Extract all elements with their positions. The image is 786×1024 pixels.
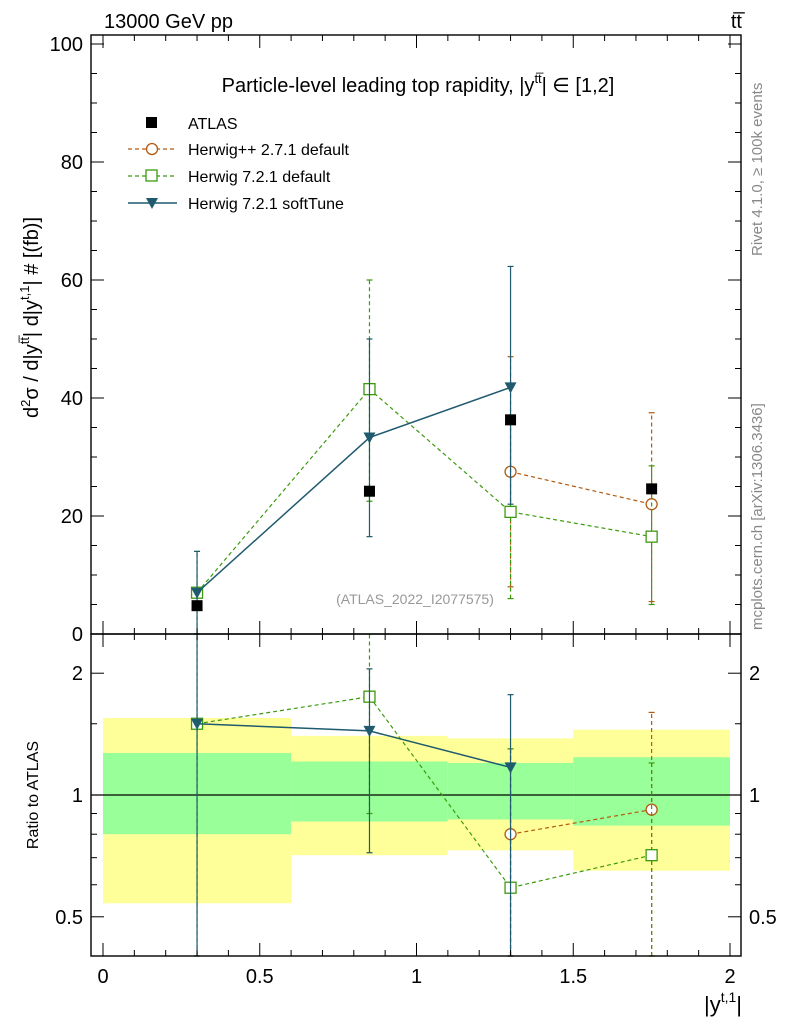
ylabel-sup2: 2 [18, 400, 33, 407]
ratio-ytick-label-right-0: 0.5 [749, 907, 777, 929]
title-tail: | ∈ [1,2] [542, 75, 615, 97]
legend-label-softtune: Herwig 7.2.1 softTune [188, 196, 344, 213]
energy-label: 13000 GeV pp [104, 11, 233, 33]
legend-marker-herwig721 [145, 169, 158, 182]
ratio-ytick-label-right-1: 1 [749, 785, 760, 807]
main-ytick-label-5: 100 [50, 34, 83, 56]
main-herwig721-point-2 [504, 505, 517, 519]
atlas-point-0 [191, 600, 203, 612]
atlas-point-1 [363, 485, 375, 497]
ratio-ytick-label-right-2: 2 [749, 663, 760, 685]
main-herwig721-point-3 [645, 530, 658, 543]
ratio-herwigpp-line [510, 809, 652, 835]
ratio-herwig721-point-3 [645, 849, 658, 862]
ratio-softtune-point-1 [363, 725, 376, 737]
ratio-ytick-label-0: 0.5 [55, 907, 83, 929]
main-softtune-point-2 [504, 382, 517, 394]
xtick-label-3: 1.5 [559, 966, 587, 988]
main-ytick-label-0: 0 [72, 624, 83, 646]
ylabel-mid2: | d|y [21, 300, 43, 337]
ratio-y-axis-label: Ratio to ATLAS [25, 741, 42, 849]
title-text: Particle-level leading top rapidity, |y [222, 75, 535, 97]
xtick-label-1: 0.5 [246, 966, 274, 988]
xtick-label-4: 2 [724, 966, 735, 988]
process-label: tt̅ [731, 11, 745, 33]
xlabel-sup: t,1 [721, 989, 737, 1005]
ylabel-sup-tt: tt̅ [17, 335, 32, 344]
main-softtune-line [196, 386, 511, 594]
atlas-point-3 [646, 483, 658, 495]
legend-label-herwig721: Herwig 7.2.1 default [188, 169, 331, 186]
rivet-version-label: Rivet 4.1.0, ≥ 100k events [749, 83, 766, 256]
xlabel-tail: | [736, 992, 742, 1017]
legend-marker-atlas [146, 117, 157, 128]
ratio-softtune-point-0 [191, 718, 204, 730]
legend-label-atlas: ATLAS [188, 116, 238, 133]
x-ticks: 0 0.5 1 1.5 2 [97, 35, 736, 988]
legend-marker-herwigpp [145, 142, 159, 156]
main-plot-title: Particle-level leading top rapidity, |yt… [222, 71, 615, 97]
xtick-label-0: 0 [97, 966, 108, 988]
atlas-point-2 [505, 414, 517, 426]
legend-label-herwigpp: Herwig++ 2.7.1 default [188, 142, 350, 159]
ratio-herwig721-line [196, 696, 652, 889]
ylabel-sup-t1: t,1 [17, 286, 32, 300]
ylabel-mid: σ / d|y [21, 344, 43, 399]
ratio-ytick-label-2: 2 [72, 663, 83, 685]
main-herwig721-line [196, 388, 652, 594]
main-softtune-point-1 [363, 432, 376, 444]
watermark-label: (ATLAS_2022_I2077575) [336, 591, 494, 607]
main-ytick-label-2: 40 [61, 388, 83, 410]
main-ytick-label-4: 80 [61, 152, 83, 174]
xtick-label-2: 1 [411, 966, 422, 988]
main-ytick-label-1: 20 [61, 506, 83, 528]
ylabel-d: d [21, 407, 43, 418]
mcplots-label: mcplots.cern.ch [arXiv:1306.3436] [749, 403, 766, 630]
main-y-ticks: 0 20 40 60 80 100 [50, 34, 741, 646]
main-ytick-label-3: 60 [61, 270, 83, 292]
x-axis-label: |yt,1| [704, 989, 742, 1017]
ratio-plot-panel: 0.5 0.5 1 1 2 2 0 0.5 1 1.5 2 Ratio to ATLAS |yt,… [25, 35, 777, 1017]
xlabel-base: |y [704, 992, 721, 1017]
main-softtune-point-0 [191, 587, 204, 599]
main-data-marks [190, 265, 658, 635]
legend-marker-softtune [146, 198, 158, 209]
main-y-axis-label: d2σ / d|ytt̅| d|yt,1| # [(fb)] [17, 217, 43, 418]
title-sup: tt̅ [534, 71, 543, 86]
ratio-softtune-point-2 [504, 762, 517, 774]
ratio-ytick-label-1: 1 [72, 785, 83, 807]
ratio-y-ticks: 0.5 0.5 1 1 2 2 [55, 663, 777, 929]
main-plot-panel: 0 20 40 60 80 100 Particle-level leading top … [17, 34, 742, 646]
legend: ATLAS Herwig++ 2.7.1 default Herwig 7.2.… [128, 116, 350, 213]
ylabel-tail: | # [(fb)] [21, 217, 43, 286]
main-herwigpp-line [510, 471, 652, 505]
